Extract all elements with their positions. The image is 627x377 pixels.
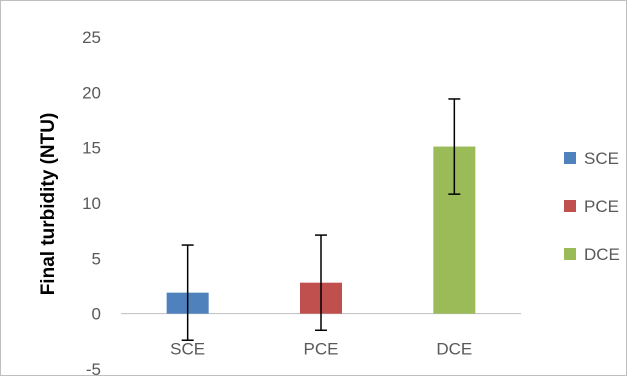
y-tick-label: 20 <box>82 83 101 102</box>
error-bar-dce <box>448 98 461 195</box>
y-tick-label: -5 <box>86 360 101 377</box>
error-bars <box>181 98 461 341</box>
y-tick-label: 5 <box>92 249 101 268</box>
error-bar-pce <box>315 234 327 332</box>
y-axis-title: Final turbidity (NTU) <box>38 113 59 296</box>
y-tick-label: 15 <box>82 139 101 158</box>
legend-label-pce: PCE <box>584 197 619 216</box>
x-axis-ticks: SCE PCE DCE <box>170 340 472 359</box>
legend-swatch-sce <box>564 152 576 164</box>
legend-swatch-dce <box>564 248 576 260</box>
legend-label-dce: DCE <box>584 245 620 264</box>
legend: SCE PCE DCE <box>564 149 620 264</box>
y-tick-label: 10 <box>82 194 101 213</box>
error-bar-sce <box>181 244 194 341</box>
y-tick-label: 0 <box>92 305 101 324</box>
x-tick-label: PCE <box>304 340 339 359</box>
x-tick-label: SCE <box>170 340 205 359</box>
x-tick-label: DCE <box>436 340 472 359</box>
legend-label-sce: SCE <box>584 149 619 168</box>
legend-swatch-pce <box>564 200 576 212</box>
y-axis-ticks: -5 0 5 10 15 20 25 <box>82 28 101 377</box>
y-tick-label: 25 <box>82 28 101 47</box>
